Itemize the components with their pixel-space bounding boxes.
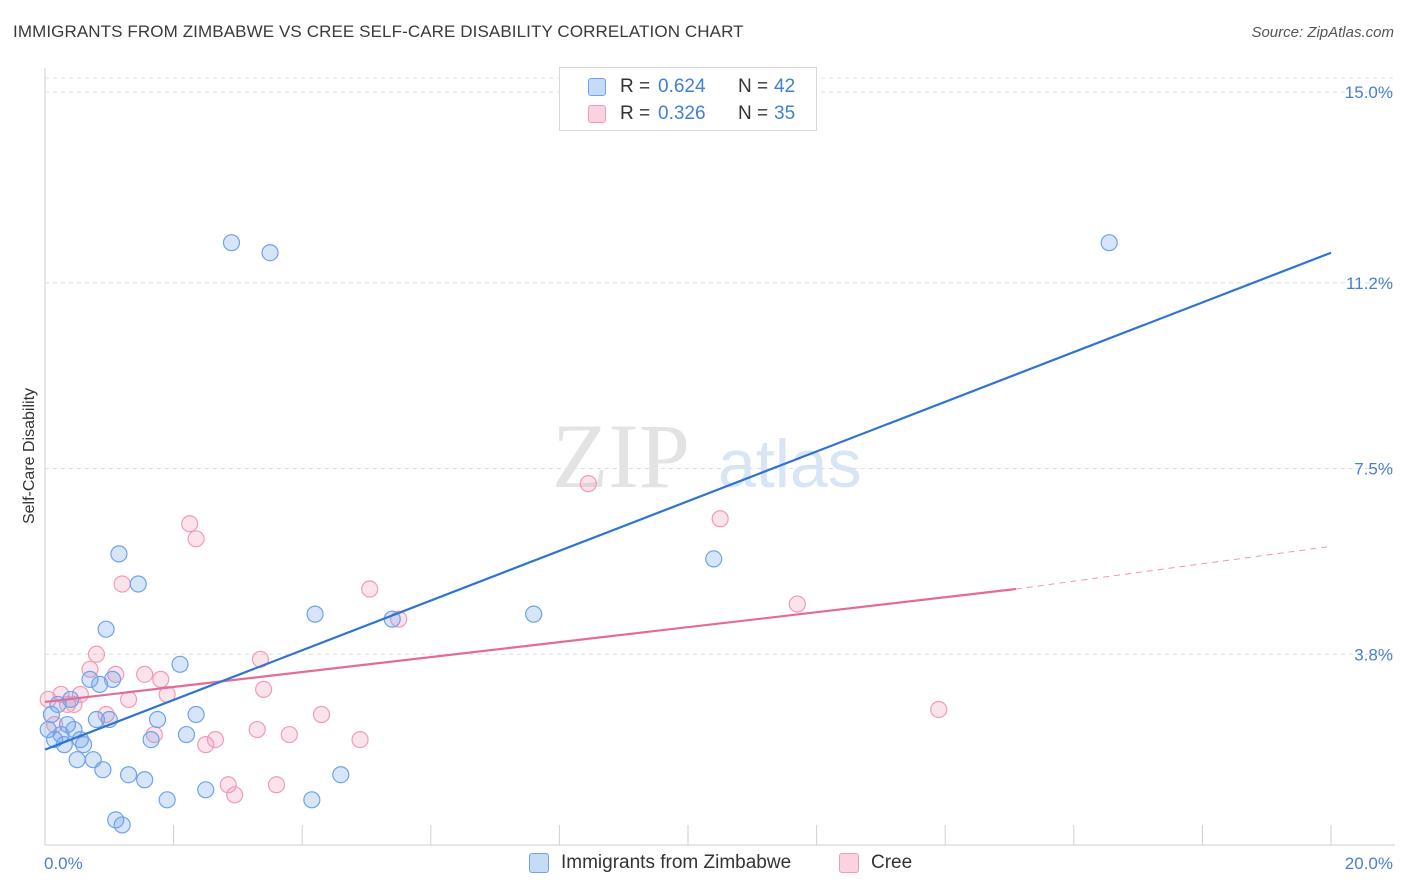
data-point-cree <box>87 645 106 663</box>
data-point-cree <box>248 720 266 739</box>
legend-r-value: 0.326 <box>658 103 706 124</box>
data-point-zimbabwe <box>303 791 321 809</box>
data-point-cree <box>97 705 115 724</box>
legend-label-zimbabwe: Immigrants from Zimbabwe <box>561 852 792 873</box>
trend-lines <box>44 251 1332 751</box>
data-point-cree <box>187 530 205 548</box>
legend-swatch-zimbabwe <box>588 78 606 96</box>
data-point-zimbabwe <box>129 575 147 593</box>
data-point-cree <box>107 665 125 683</box>
data-point-zimbabwe <box>119 766 138 784</box>
axes <box>44 68 1395 846</box>
data-point-cree <box>579 475 597 493</box>
data-point-cree <box>280 725 298 744</box>
y-tick-label: 3.8% <box>1354 645 1393 664</box>
data-point-zimbabwe <box>113 816 131 834</box>
data-point-zimbabwe <box>148 710 167 729</box>
data-point-zimbabwe <box>177 725 196 744</box>
series-cree <box>39 475 948 804</box>
data-point-cree <box>81 660 99 678</box>
source-credit: Source: ZipAtlas.com <box>1251 24 1394 41</box>
legend-swatch-cree <box>588 105 606 123</box>
data-point-cree <box>197 736 215 754</box>
data-point-zimbabwe <box>94 761 112 779</box>
series-zimbabwe <box>39 234 1118 834</box>
data-point-cree <box>255 680 273 699</box>
correlation-legend: R = 0.624 N = 42 R = 0.326 N = 35 <box>559 67 817 131</box>
data-point-zimbabwe <box>197 781 215 799</box>
legend-r-label: R = <box>620 103 651 124</box>
data-point-zimbabwe <box>171 655 189 673</box>
data-point-cree <box>930 700 948 719</box>
data-point-cree <box>226 786 244 804</box>
chart-title: IMMIGRANTS FROM ZIMBABWE VS CREE SELF-CA… <box>13 22 744 41</box>
data-point-zimbabwe <box>1100 234 1118 252</box>
legend-swatch-zimbabwe <box>529 853 549 873</box>
legend-n-label: N = <box>738 76 769 97</box>
data-point-cree <box>361 580 379 598</box>
data-point-zimbabwe <box>91 675 109 693</box>
data-point-zimbabwe <box>142 730 160 749</box>
watermark-zip: ZIP <box>552 405 690 507</box>
legend-label-cree: Cree <box>871 852 913 873</box>
data-point-zimbabwe <box>306 605 324 623</box>
data-point-cree <box>312 705 331 724</box>
data-point-zimbabwe <box>81 670 99 688</box>
data-point-zimbabwe <box>97 620 115 638</box>
data-point-zimbabwe <box>158 791 176 809</box>
data-point-zimbabwe <box>74 736 93 754</box>
data-point-cree <box>136 665 154 683</box>
data-point-cree <box>219 776 237 794</box>
data-point-cree <box>52 685 70 704</box>
x-tick-label: 20.0% <box>1345 854 1393 873</box>
trend-line-cree <box>44 587 1017 704</box>
data-point-cree <box>206 730 224 749</box>
legend-n-label: N = <box>738 103 769 124</box>
legend-item-zimbabwe[interactable]: Immigrants from Zimbabwe <box>529 852 791 874</box>
y-tick-labels: 3.8% 7.5% 11.2% 15.0% <box>1345 83 1393 664</box>
legend-swatch-cree <box>839 853 859 873</box>
y-tick-label: 11.2% <box>1346 274 1393 293</box>
data-point-cree <box>113 575 131 593</box>
legend-item-cree[interactable]: Cree <box>839 852 912 874</box>
data-point-cree <box>788 595 806 613</box>
data-point-zimbabwe <box>705 550 723 568</box>
data-point-zimbabwe <box>68 751 86 769</box>
data-point-cree <box>181 515 199 533</box>
legend-r-value: 0.624 <box>658 76 706 97</box>
watermark: ZIP atlas <box>552 405 862 507</box>
data-point-zimbabwe <box>103 670 122 688</box>
x-tick-label: 0.0% <box>44 854 83 873</box>
data-point-cree <box>711 510 729 528</box>
y-tick-label: 7.5% <box>1354 460 1393 479</box>
data-point-zimbabwe <box>525 605 543 623</box>
series-legend: Immigrants from Zimbabwe Cree <box>0 852 1406 878</box>
trend-line-zimbabwe <box>44 251 1332 751</box>
watermark-atlas: atlas <box>718 426 862 502</box>
legend-n-value: 42 <box>774 76 796 97</box>
data-point-cree <box>351 730 369 749</box>
data-point-zimbabwe <box>187 705 205 724</box>
data-point-zimbabwe <box>136 771 154 789</box>
x-tick-labels: 0.0% 20.0% <box>44 854 1393 873</box>
legend-row-cree: R = 0.326 N = 35 <box>560 101 795 127</box>
data-point-zimbabwe <box>87 710 106 729</box>
legend-row-zimbabwe: R = 0.624 N = 42 <box>560 74 795 100</box>
data-point-zimbabwe <box>110 545 128 563</box>
y-axis-label: Self-Care Disability <box>21 388 38 524</box>
data-point-cree <box>267 776 286 794</box>
data-point-zimbabwe <box>42 705 61 724</box>
data-point-cree <box>152 670 170 688</box>
gridlines <box>45 77 1395 655</box>
legend-n-value: 35 <box>774 103 796 124</box>
legend-r-label: R = <box>620 76 651 97</box>
data-point-zimbabwe <box>222 234 241 252</box>
data-point-zimbabwe <box>261 244 279 262</box>
data-point-zimbabwe <box>332 766 350 784</box>
x-axis-ticks <box>44 825 1332 845</box>
y-tick-label: 15.0% <box>1345 83 1393 102</box>
trend-line-cree-extension <box>1015 545 1332 590</box>
